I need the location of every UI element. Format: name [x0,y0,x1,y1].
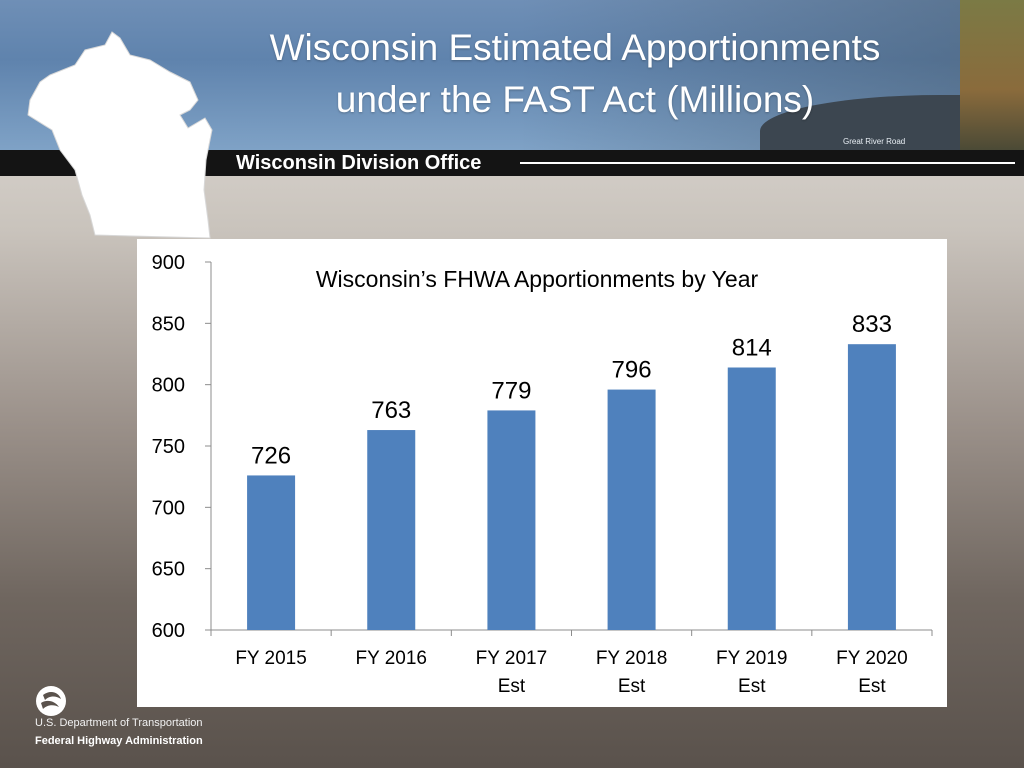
slide-title: Wisconsin Estimated Apportionments under… [190,22,960,126]
band-divider-line [520,162,1015,164]
bar-chart: 600 650 700 750 800 850 900 726 FY 2015 763 FY 201… [152,252,933,697]
x-tick-label: FY 2020 [836,648,907,669]
x-tick-label: FY 2019 [716,648,787,669]
data-label: 779 [491,377,531,404]
slide-title-line-1: Wisconsin Estimated Apportionments [269,27,881,68]
data-label: 814 [732,334,772,361]
data-label: 763 [371,397,411,424]
footer-department: U.S. Department of Transportation [35,717,203,729]
y-tick-label: 750 [152,436,185,458]
bar-1 [247,475,296,630]
y-tick-label: 700 [152,497,185,519]
wisconsin-state-map [27,31,213,239]
footer-agency: Federal Highway Administration [35,735,203,747]
x-tick-label: Est [858,676,886,697]
bar-5 [727,367,776,630]
data-label: 796 [612,357,652,384]
bar-6 [847,344,896,630]
slide-title-line-2: under the FAST Act (Millions) [335,79,815,120]
bar-4 [607,389,656,630]
x-tick-label: FY 2015 [235,648,306,669]
x-tick-label: FY 2018 [596,648,667,669]
bar-3 [487,410,536,630]
data-label: 833 [852,311,892,338]
x-tick-label: FY 2017 [476,648,547,669]
trees-image [960,0,1024,150]
x-tick-label: FY 2016 [356,648,427,669]
y-tick-label: 650 [152,559,185,581]
division-label: Wisconsin Division Office [236,152,482,174]
bar-2 [367,430,416,630]
x-tick-label: Est [738,676,766,697]
chart-panel: 600 650 700 750 800 850 900 726 FY 2015 763 FY 201… [137,239,947,707]
x-tick-label: Est [618,676,646,697]
y-tick-label: 850 [152,313,185,335]
y-tick-label: 600 [152,620,185,642]
photo-caption: Great River Road [843,137,906,146]
x-tick-label: Est [498,676,526,697]
y-tick-label: 800 [152,375,185,397]
dot-logo-icon [36,686,66,716]
y-tick-label: 900 [152,252,185,274]
chart-title: Wisconsin’s FHWA Apportionments by Year [316,266,759,292]
data-label: 726 [251,442,291,469]
